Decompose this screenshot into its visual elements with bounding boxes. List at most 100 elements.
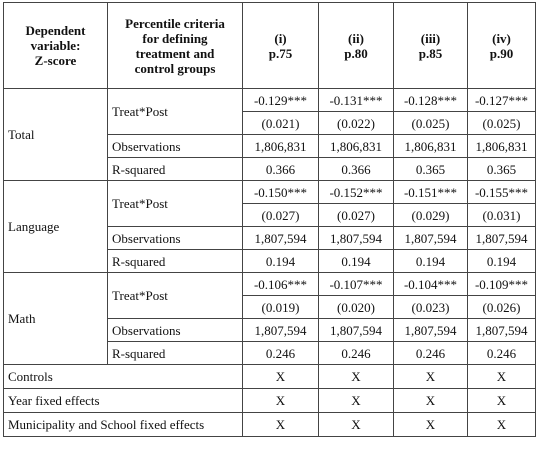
- coefficient-cell: -0.127***: [467, 88, 536, 112]
- standard-error-cell: (0.026): [467, 295, 536, 319]
- stat-cell: 1,806,831: [467, 134, 536, 158]
- stat-cell: 0.246: [242, 341, 319, 365]
- criteria-line: control groups: [134, 60, 216, 76]
- fixed-effects-row: Controls X X X X: [3, 364, 536, 389]
- stat-cell: 1,807,594: [393, 226, 468, 250]
- column-percentile: p.85: [418, 45, 443, 61]
- check-mark-cell: X: [242, 412, 319, 437]
- check-mark-cell: X: [467, 364, 536, 389]
- check-mark-cell: X: [393, 412, 468, 437]
- coef-row: Language Treat*Post -0.150*** -0.152*** -0.1…: [3, 180, 536, 273]
- stat-cell: 0.365: [467, 157, 536, 181]
- stat-row: R-squared 0.366 0.366 0.365 0.365: [4, 157, 536, 181]
- check-mark-cell: X: [393, 364, 468, 389]
- criteria-line: treatment and: [135, 45, 215, 61]
- column-number: (i): [274, 30, 287, 46]
- header-row: Dependent variable: Z-score Percentile c…: [3, 2, 536, 89]
- se-row: (0.021) (0.022) (0.025) (0.025): [4, 111, 536, 135]
- column-header: (ii) p.80: [318, 2, 394, 89]
- row-label: Observations: [107, 318, 243, 342]
- coef-row: Total Treat*Post -0.129*** -0.131*** -0.128*…: [3, 88, 536, 181]
- standard-error-cell: (0.020): [318, 295, 394, 319]
- check-mark-cell: X: [467, 412, 536, 437]
- check-mark-cell: X: [318, 412, 394, 437]
- column-header: (iii) p.85: [393, 2, 468, 89]
- stat-cell: 0.366: [242, 157, 319, 181]
- dependent-variable-header: Dependent variable: Z-score: [3, 2, 108, 89]
- standard-error-cell: (0.022): [318, 111, 394, 135]
- coefficient-cell: -0.150***: [242, 180, 319, 204]
- dep-var-line: Dependent: [25, 23, 86, 38]
- check-mark-cell: X: [318, 388, 394, 413]
- stat-row: Observations 1,806,831 1,806,831 1,806,831 1…: [4, 134, 536, 158]
- row-label: R-squared: [107, 341, 243, 365]
- stat-row: R-squared 0.246 0.246 0.246 0.246: [4, 341, 536, 365]
- row-label: R-squared: [107, 249, 243, 273]
- column-percentile: p.90: [489, 45, 514, 61]
- stat-cell: 1,807,594: [393, 318, 468, 342]
- standard-error-cell: (0.027): [242, 203, 319, 227]
- row-label: R-squared: [107, 157, 243, 181]
- coefficient-cell: -0.104***: [393, 272, 468, 296]
- coef-row: Math Treat*Post -0.106*** -0.107*** -0.104**…: [3, 272, 536, 365]
- stat-cell: 1,807,594: [242, 226, 319, 250]
- criteria-header: Percentile criteria for defining treatme…: [107, 2, 243, 89]
- coefficient-cell: -0.155***: [467, 180, 536, 204]
- standard-error-cell: (0.021): [242, 111, 319, 135]
- coefficient-cell: -0.128***: [393, 88, 468, 112]
- fixed-effects-row: Municipality and School fixed effects X X X…: [3, 412, 536, 437]
- stat-cell: 1,807,594: [467, 226, 536, 250]
- column-number: (iii): [420, 30, 441, 46]
- group-label: Total: [3, 88, 108, 181]
- row-label: Observations: [107, 226, 243, 250]
- stat-cell: 1,807,594: [242, 318, 319, 342]
- column-header: (iv) p.90: [467, 2, 536, 89]
- se-row: (0.027) (0.027) (0.029) (0.031): [4, 203, 536, 227]
- row-label: Treat*Post: [107, 180, 243, 227]
- coefficient-cell: -0.152***: [318, 180, 394, 204]
- standard-error-cell: (0.031): [467, 203, 536, 227]
- row-label: Treat*Post: [107, 272, 243, 319]
- stat-cell: 1,807,594: [318, 318, 394, 342]
- check-mark-cell: X: [242, 388, 319, 413]
- fixed-effects-row: Year fixed effects X X X X: [3, 388, 536, 413]
- standard-error-cell: (0.025): [393, 111, 468, 135]
- standard-error-cell: (0.019): [242, 295, 319, 319]
- se-row: (0.019) (0.020) (0.023) (0.026): [4, 295, 536, 319]
- check-mark-cell: X: [242, 364, 319, 389]
- stat-cell: 1,806,831: [242, 134, 319, 158]
- row-label: Municipality and School fixed effects: [3, 412, 243, 437]
- check-mark-cell: X: [467, 388, 536, 413]
- stat-cell: 1,806,831: [318, 134, 394, 158]
- stat-cell: 0.246: [467, 341, 536, 365]
- dep-var-line: variable:: [30, 38, 81, 53]
- regression-table: Dependent variable: Z-score Percentile c…: [3, 2, 536, 437]
- coefficient-cell: -0.106***: [242, 272, 319, 296]
- stat-cell: 0.194: [467, 249, 536, 273]
- standard-error-cell: (0.025): [467, 111, 536, 135]
- coefficient-cell: -0.131***: [318, 88, 394, 112]
- column-percentile: p.75: [268, 45, 293, 61]
- stat-cell: 1,807,594: [467, 318, 536, 342]
- stat-cell: 0.194: [242, 249, 319, 273]
- stat-cell: 0.246: [318, 341, 394, 365]
- column-number: (iv): [492, 30, 511, 46]
- stat-cell: 0.246: [393, 341, 468, 365]
- row-label: Treat*Post: [107, 88, 243, 135]
- column-percentile: p.80: [344, 45, 368, 61]
- criteria-line: for defining: [142, 30, 208, 46]
- check-mark-cell: X: [393, 388, 468, 413]
- group-label: Language: [3, 180, 108, 273]
- coefficient-cell: -0.107***: [318, 272, 394, 296]
- column-header: (i) p.75: [242, 2, 319, 89]
- stat-cell: 0.365: [393, 157, 468, 181]
- stat-cell: 1,807,594: [318, 226, 394, 250]
- row-label: Year fixed effects: [3, 388, 243, 413]
- coefficient-cell: -0.151***: [393, 180, 468, 204]
- coefficient-cell: -0.129***: [242, 88, 319, 112]
- regression-table-body: Dependent variable: Z-score Percentile c…: [3, 2, 536, 437]
- stat-row: Observations 1,807,594 1,807,594 1,807,594 1…: [4, 226, 536, 250]
- stat-cell: 0.366: [318, 157, 394, 181]
- stat-cell: 0.194: [393, 249, 468, 273]
- row-label: Controls: [3, 364, 243, 389]
